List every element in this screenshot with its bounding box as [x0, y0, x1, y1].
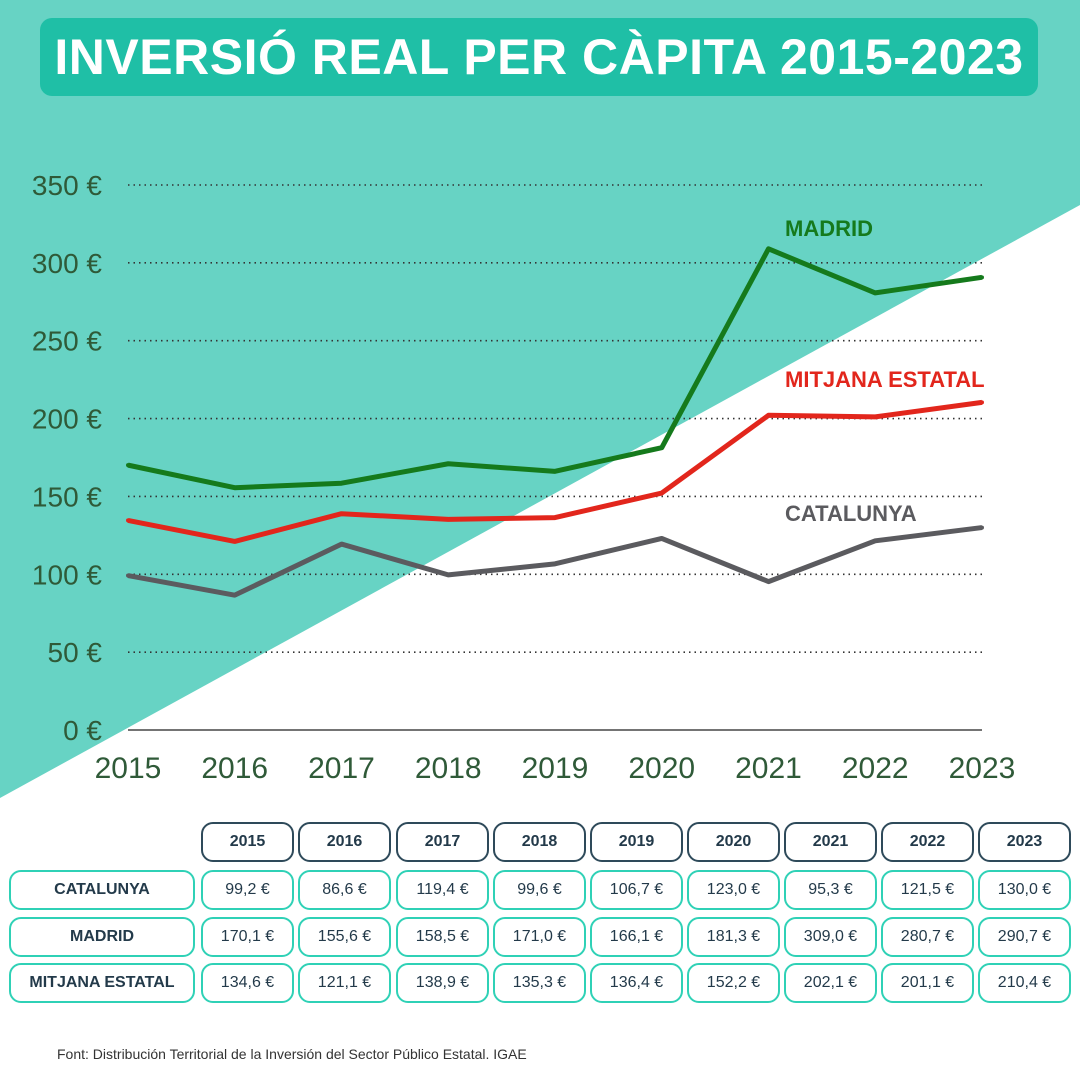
data-point-catalunya	[126, 573, 130, 578]
series-label-mitjana-estatal: MITJANA ESTATAL	[785, 367, 985, 392]
data-point-catalunya	[232, 593, 237, 598]
data-point-madrid	[980, 275, 984, 280]
data-point-madrid	[873, 290, 878, 295]
x-tick-label: 2017	[308, 752, 375, 785]
data-point-mitjana-estatal	[980, 400, 984, 405]
title-banner: INVERSIÓ REAL PER CÀPITA 2015-2023	[40, 18, 1038, 96]
data-point-madrid	[446, 461, 451, 466]
y-tick-label: 100 €	[32, 559, 102, 590]
teal-background-triangle	[0, 0, 1080, 798]
data-point-catalunya	[873, 538, 878, 543]
x-tick-label: 2019	[522, 752, 589, 785]
data-point-madrid	[553, 469, 557, 474]
data-point-mitjana-estatal	[766, 413, 771, 418]
x-tick-label: 2021	[735, 752, 802, 785]
x-axis: 2015 2016 2017 2018 2019 2020 2021 2022 2023	[95, 752, 1016, 785]
series	[126, 246, 984, 598]
data-point-mitjana-estatal	[126, 518, 130, 523]
y-tick-label: 200 €	[32, 404, 102, 435]
data-point-mitjana-estatal	[232, 539, 237, 544]
data-point-madrid	[126, 463, 130, 468]
data-point-mitjana-estatal	[339, 511, 344, 516]
data-point-catalunya	[553, 561, 557, 566]
series-label-madrid: MADRID	[785, 216, 873, 241]
data-point-catalunya	[766, 579, 771, 584]
y-tick-label: 50 €	[48, 637, 103, 668]
data-point-madrid	[339, 481, 344, 486]
source-note: Font: Distribución Territorial de la Inv…	[57, 1046, 527, 1062]
data-point-catalunya	[980, 525, 984, 530]
chart-title: INVERSIÓ REAL PER CÀPITA 2015-2023	[54, 29, 1024, 85]
data-point-mitjana-estatal	[659, 491, 664, 496]
data-point-catalunya	[339, 542, 344, 547]
y-tick-label: 150 €	[32, 481, 102, 512]
data-point-catalunya	[659, 536, 664, 541]
data-point-catalunya	[446, 572, 451, 577]
x-tick-label: 2015	[95, 752, 162, 785]
data-point-madrid	[232, 485, 237, 490]
y-tick-label: 350 €	[32, 170, 102, 201]
x-tick-label: 2018	[415, 752, 482, 785]
gridlines	[128, 184, 982, 731]
data-point-madrid	[659, 445, 664, 450]
data-point-mitjana-estatal	[446, 517, 451, 522]
data-point-madrid	[766, 246, 771, 251]
x-tick-label: 2020	[628, 752, 695, 785]
y-tick-label: 250 €	[32, 326, 102, 357]
data-point-mitjana-estatal	[553, 515, 557, 520]
y-axis: 0 € 50 € 100 € 150 € 200 € 250 € 300 € 350 €	[32, 170, 103, 746]
data-point-mitjana-estatal	[873, 414, 878, 419]
y-tick-label: 0 €	[63, 715, 102, 746]
series-labels: MADRID MITJANA ESTATAL CATALUNYA	[785, 216, 985, 526]
y-tick-label: 300 €	[32, 248, 102, 279]
series-label-catalunya: CATALUNYA	[785, 501, 917, 526]
x-tick-label: 2023	[949, 752, 1016, 785]
x-tick-label: 2016	[201, 752, 268, 785]
x-tick-label: 2022	[842, 752, 909, 785]
